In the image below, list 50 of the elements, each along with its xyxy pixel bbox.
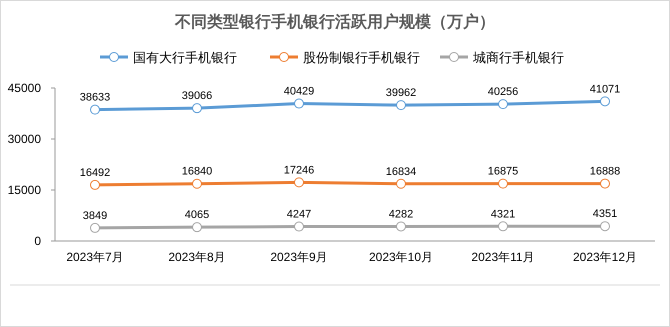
x-tick-label: 2023年9月 [270, 250, 328, 264]
point [498, 221, 508, 232]
point [192, 178, 202, 189]
point [294, 98, 304, 109]
data-label: 4351 [592, 208, 618, 220]
point [600, 221, 610, 232]
data-label: 16492 [80, 166, 110, 179]
data-label: 16840 [182, 166, 212, 178]
point [600, 178, 610, 189]
point [396, 100, 406, 110]
x-tick-label: 2023年8月 [168, 250, 226, 264]
data-label: 16834 [386, 166, 416, 178]
x-tick-label: 2023年7月 [66, 250, 124, 264]
point [90, 104, 100, 115]
data-label: 39962 [386, 87, 416, 100]
legend-label: 国有大行手机银行 [133, 50, 237, 65]
x-tick-label: 2023年10月 [368, 250, 434, 264]
x-tick-label: 2023年11月 [471, 250, 535, 264]
data-label: 40429 [284, 86, 314, 98]
data-label: 3849 [82, 210, 108, 222]
x-tick-label: 2023年12月 [572, 250, 638, 264]
point [498, 99, 508, 110]
legend-label: 股份制银行手机银行 [303, 50, 420, 65]
data-label: 4247 [286, 208, 312, 221]
point [90, 180, 100, 190]
data-label: 38633 [80, 92, 110, 104]
data-label: 4282 [388, 208, 414, 220]
point [90, 222, 100, 233]
data-label: 40256 [488, 86, 518, 98]
data-label: 16875 [488, 166, 518, 178]
chart-title: 不同类型银行手机银行活跃用户规模（万户） [174, 12, 495, 31]
y-tick-label: 30000 [8, 132, 42, 146]
legend-label: 城商行手机银行 [472, 50, 564, 65]
point [294, 222, 304, 232]
data-label: 17246 [284, 164, 314, 176]
data-label: 4065 [184, 209, 210, 222]
point [294, 177, 304, 188]
data-label: 39066 [182, 90, 212, 102]
data-label: 16888 [590, 166, 620, 178]
y-tick-label: 15000 [8, 183, 42, 197]
point [498, 178, 508, 189]
point [396, 221, 406, 232]
data-label: 4321 [490, 208, 516, 220]
y-tick-label: 0 [34, 234, 42, 248]
point [600, 96, 610, 106]
point [192, 222, 202, 232]
y-tick-label: 45000 [8, 81, 42, 95]
point [192, 103, 202, 114]
data-label: 41071 [590, 83, 620, 96]
point [396, 178, 406, 189]
